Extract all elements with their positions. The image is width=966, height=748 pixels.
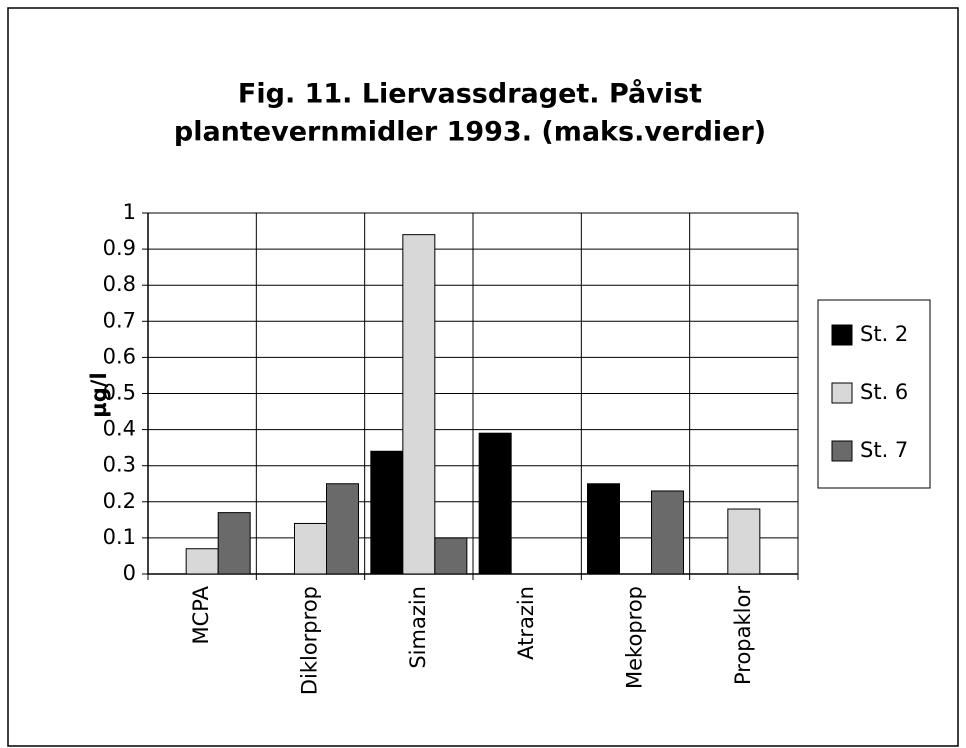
bar [326, 483, 359, 575]
x-tick-label: MCPA [189, 585, 213, 644]
y-tick-label: 1 [123, 200, 136, 224]
bar [478, 432, 512, 575]
bar [434, 537, 468, 575]
bar [185, 548, 219, 575]
chart-title: Fig. 11. Liervassdraget. Påvist [238, 78, 702, 110]
y-tick-label: 0.6 [103, 344, 136, 368]
y-tick-label: 0.8 [103, 272, 136, 296]
y-tick-label: 0 [123, 561, 136, 585]
y-tick-label: 0.3 [103, 453, 136, 477]
bar [727, 508, 761, 575]
y-tick-label: 0.9 [103, 236, 136, 260]
bar [651, 490, 684, 575]
x-tick-label: Propaklor [731, 586, 755, 685]
x-tick-label: Atrazin [514, 586, 538, 660]
bar [402, 234, 436, 575]
y-tick-label: 0.7 [103, 308, 136, 332]
legend-swatch [831, 440, 853, 462]
bar [370, 450, 404, 575]
chart-title: plantevernmidler 1993. (maks.verdier) [174, 117, 766, 148]
y-tick-label: 0.1 [103, 525, 136, 549]
y-tick-label: 0.2 [103, 489, 136, 513]
x-tick-label: Mekoprop [623, 586, 647, 689]
legend-label: St. 7 [860, 438, 908, 462]
bar [294, 522, 327, 575]
legend-swatch [831, 382, 853, 404]
y-tick-label: 0.5 [103, 381, 136, 405]
legend-swatch [831, 324, 853, 346]
x-tick-label: Diklorprop [298, 586, 322, 695]
bar [587, 483, 620, 575]
chart-frame [7, 7, 959, 747]
y-axis-label: µg/l [87, 372, 111, 417]
y-tick-label: 0.4 [103, 417, 136, 441]
x-tick-label: Simazin [406, 586, 430, 669]
legend-label: St. 2 [860, 322, 908, 346]
legend-label: St. 6 [860, 380, 908, 404]
bar [217, 512, 251, 575]
